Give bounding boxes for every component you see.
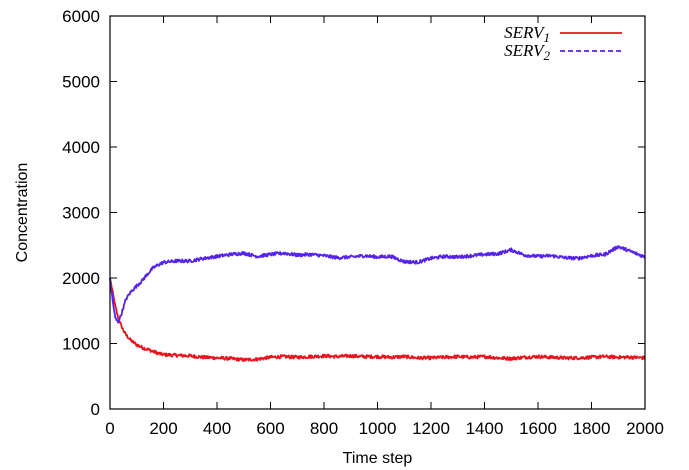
series-line-2 [109,245,646,324]
legend-label-name: SERV [504,41,546,60]
legend-label-2: SERV2 [504,41,550,63]
legend-label-1: SERV1 [504,23,550,45]
x-tick-label: 1000 [359,419,397,438]
x-tick-label: 1600 [519,419,557,438]
x-axis-label: Time step [343,450,413,467]
ticks-layer: 0 200 400 600 800 1000 1200 1400 1600 1800 2000 0 10… [62,7,664,438]
y-axis-label: Concentration [14,163,31,263]
y-tick-label: 6000 [62,7,100,26]
y-tick-label: 0 [91,400,100,419]
x-tick-label: 800 [310,419,338,438]
x-tick-label: 600 [256,419,284,438]
x-tick-label: 1400 [466,419,504,438]
x-tick-label: 1200 [412,419,450,438]
x-tick-label: 200 [149,419,177,438]
series-line-1 [109,277,646,362]
y-tick-label: 4000 [62,138,100,157]
legend-label-subscript: 1 [544,30,551,45]
x-tick-label: 2000 [626,419,664,438]
y-tick-label: 2000 [62,269,100,288]
x-tick-label: 1800 [573,419,611,438]
y-tick-label: 5000 [62,73,100,92]
x-tick-label: 400 [203,419,231,438]
legend-label-subscript: 2 [544,48,551,63]
series-layer [109,245,646,362]
y-tick-label: 1000 [62,335,100,354]
y-tick-label: 3000 [62,204,100,223]
x-tick-label: 0 [105,419,114,438]
legend-label-name: SERV [504,23,546,42]
